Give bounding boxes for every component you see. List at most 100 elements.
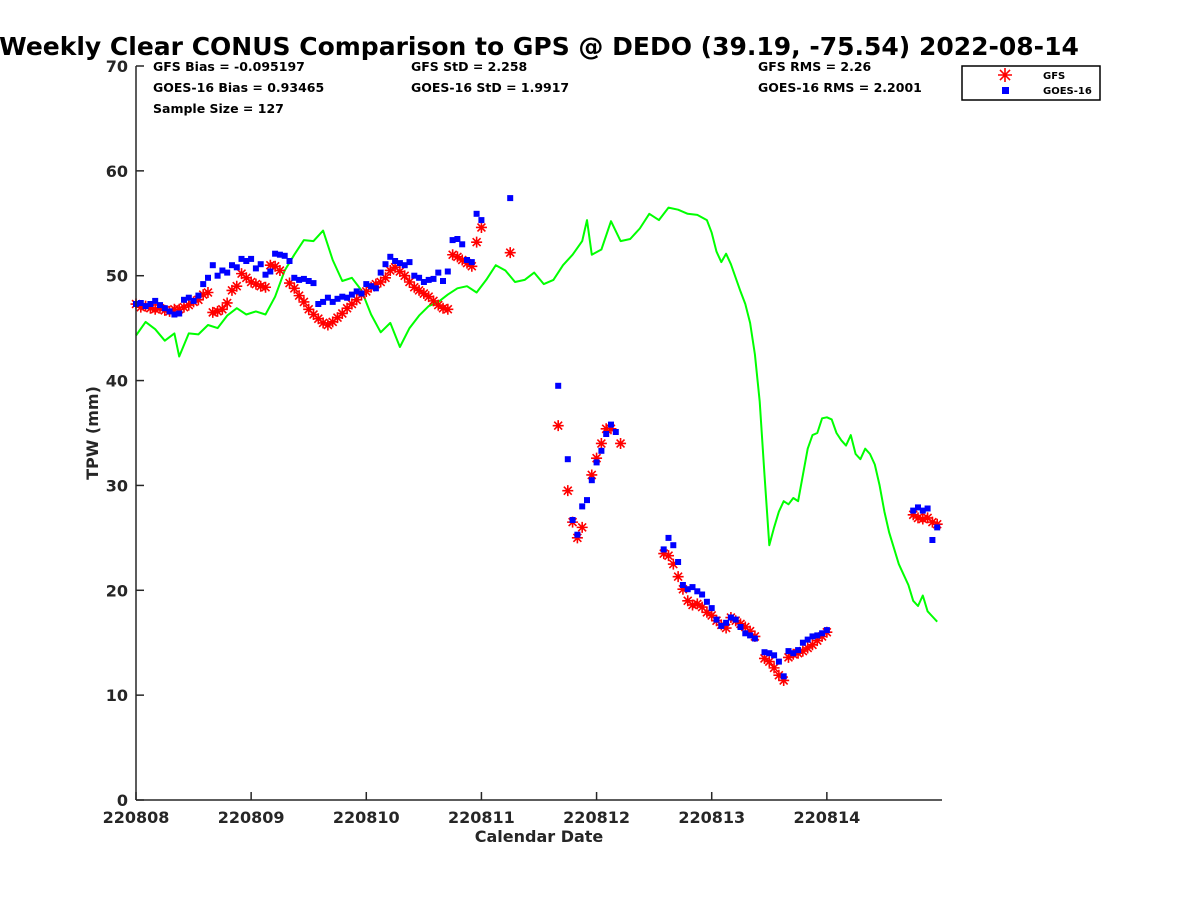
gfs-point xyxy=(696,601,708,613)
goes-point xyxy=(272,250,279,257)
goes-point xyxy=(152,297,159,304)
gfs-point xyxy=(418,288,430,300)
goes-point xyxy=(195,292,202,299)
goes-point xyxy=(416,274,423,281)
plot-area xyxy=(130,195,943,686)
goes-point xyxy=(353,288,360,295)
gps-tpw-line xyxy=(135,206,938,623)
gfs-point xyxy=(802,642,814,654)
gfs-point xyxy=(816,630,828,642)
goes-point xyxy=(924,505,931,512)
goes-point xyxy=(296,276,303,283)
goes-point xyxy=(142,303,149,310)
goes-point xyxy=(670,542,677,549)
gfs-point xyxy=(922,512,934,524)
goes-point xyxy=(229,262,235,269)
y-tick-label: 50 xyxy=(106,267,128,286)
gfs-point xyxy=(197,289,209,301)
goes-point xyxy=(564,456,571,463)
goes-point xyxy=(809,633,816,640)
gfs-point xyxy=(264,259,276,271)
gfs-point xyxy=(792,647,804,659)
gfs-point xyxy=(663,550,675,562)
gfs-point xyxy=(605,423,617,435)
goes-point xyxy=(420,279,427,285)
goes-point xyxy=(161,305,168,312)
goes-point xyxy=(267,268,274,275)
goes-point xyxy=(929,537,936,543)
goes-point xyxy=(660,546,667,553)
goes-point xyxy=(310,280,317,287)
goes-point xyxy=(291,274,298,281)
goes-point xyxy=(315,301,322,307)
gfs-point xyxy=(744,625,756,637)
goes-point xyxy=(200,281,207,288)
gfs-point xyxy=(595,437,607,449)
goes-point xyxy=(795,647,802,654)
goes-point xyxy=(790,650,797,657)
gfs-point xyxy=(773,669,785,681)
sample-size-stat: Sample Size = 127 xyxy=(153,101,284,116)
goes-point xyxy=(723,619,730,626)
gfs-point xyxy=(471,236,483,248)
gfs-point xyxy=(322,319,334,331)
goes-point xyxy=(185,294,192,301)
goes-point xyxy=(799,639,806,646)
gfs-point xyxy=(667,558,679,570)
goes-point xyxy=(425,276,432,283)
gfs-point xyxy=(437,302,449,314)
gfs-point xyxy=(408,281,420,293)
goes-point xyxy=(751,635,758,642)
goes-point xyxy=(679,582,686,588)
goes-point xyxy=(444,268,451,275)
gfs-point xyxy=(245,276,257,288)
goes-point xyxy=(804,636,811,643)
goes-point xyxy=(742,630,749,637)
goes-point xyxy=(919,507,926,514)
gfs-point xyxy=(346,298,358,310)
gfs-point xyxy=(739,621,751,633)
goes-point xyxy=(761,649,768,656)
goes-point xyxy=(473,210,480,217)
gfs-point xyxy=(701,606,713,618)
gfs-point xyxy=(207,306,219,318)
goes-bias-stat: GOES-16 Bias = 0.93465 xyxy=(153,80,324,95)
gfs-point xyxy=(677,583,689,595)
legend-goes-label: GOES-16 xyxy=(1043,86,1092,97)
goes-point xyxy=(181,296,187,303)
goes-point xyxy=(603,431,610,437)
gfs-point xyxy=(173,303,185,315)
gfs-point xyxy=(336,307,348,319)
x-tick-label: 220812 xyxy=(563,808,630,827)
gfs-point xyxy=(394,266,406,278)
gfs-point xyxy=(154,302,166,314)
gfs-point xyxy=(615,437,627,449)
gfs-point xyxy=(447,249,459,261)
x-ticks: 220808 220809 220810 220811 220812 220813 2208… xyxy=(103,792,860,827)
gfs-point xyxy=(341,302,353,314)
gfs-std-stat: GFS StD = 2.258 xyxy=(411,59,527,74)
goes-point xyxy=(329,298,336,305)
goes-point xyxy=(684,586,691,593)
goes-point xyxy=(411,272,418,279)
goes-point xyxy=(910,507,917,514)
gfs-point xyxy=(183,299,195,311)
gfs-point xyxy=(212,305,224,317)
goes-point xyxy=(814,632,821,639)
goes-point xyxy=(372,285,379,292)
goes-point xyxy=(507,195,514,202)
legend-goes-square-icon xyxy=(1002,87,1009,94)
gfs-point xyxy=(758,652,770,664)
goes-point xyxy=(368,283,375,290)
gfs-point xyxy=(403,276,415,288)
gfs-point xyxy=(192,294,204,306)
gfs-point xyxy=(327,316,339,328)
goes-point xyxy=(737,624,744,630)
goes-point xyxy=(147,301,154,307)
goes-point xyxy=(555,382,562,389)
goes-point xyxy=(300,275,307,282)
gfs-point xyxy=(466,260,478,272)
goes-rms-stat: GOES-16 RMS = 2.2001 xyxy=(758,80,922,95)
goes-point xyxy=(344,294,351,301)
